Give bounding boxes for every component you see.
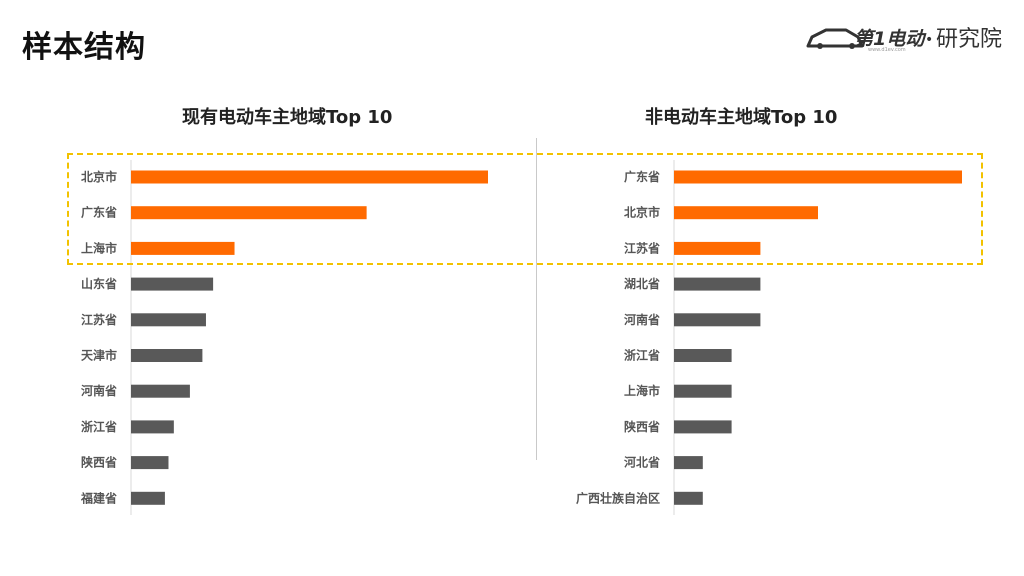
category-label: 上海市 xyxy=(81,240,117,255)
chart-title-non-owners: 非电动车主地域Top 10 xyxy=(645,107,838,128)
category-label: 山东省 xyxy=(81,276,117,291)
bar xyxy=(674,491,703,505)
logo-suffix: 研究院 xyxy=(936,27,1002,52)
bar xyxy=(131,456,169,470)
category-label: 河南省 xyxy=(623,312,660,327)
logo-dot: • xyxy=(925,32,933,48)
category-label: 江苏省 xyxy=(81,312,117,327)
bar xyxy=(674,170,962,184)
bar xyxy=(131,206,367,220)
category-label: 北京市 xyxy=(81,169,117,184)
category-label: 湖北省 xyxy=(624,276,660,291)
category-label: 江苏省 xyxy=(624,240,660,255)
bar xyxy=(131,277,214,291)
logo-brand-text: 第1电动 xyxy=(854,28,927,50)
category-label: 浙江省 xyxy=(624,348,660,363)
category-label: 北京市 xyxy=(624,205,660,220)
car-logo-icon: 第1电动 www.d1ev.com • 研究院 xyxy=(806,27,1002,53)
bar xyxy=(674,277,761,291)
bar xyxy=(131,241,235,255)
bar xyxy=(674,206,818,220)
category-label: 广东省 xyxy=(81,205,117,220)
chart-divider xyxy=(536,138,537,460)
bar xyxy=(674,241,761,255)
category-label: 广西壮族自治区 xyxy=(576,490,660,505)
category-label: 上海市 xyxy=(624,383,660,398)
bar xyxy=(131,491,165,505)
category-label: 陕西省 xyxy=(81,455,117,470)
bar xyxy=(674,456,703,470)
bar xyxy=(674,420,732,434)
brand-logo: 第1电动 www.d1ev.com • 研究院 xyxy=(806,20,1011,54)
bar xyxy=(131,313,206,327)
bar xyxy=(131,170,488,184)
bar xyxy=(131,349,203,362)
bar xyxy=(131,384,190,398)
category-label: 陕西省 xyxy=(624,419,660,434)
logo-url: www.d1ev.com xyxy=(868,47,906,53)
bar xyxy=(131,420,174,434)
category-label: 广东省 xyxy=(624,169,660,184)
top3-highlight-frame xyxy=(67,153,983,265)
category-label: 河北省 xyxy=(623,455,660,470)
bar xyxy=(674,349,732,362)
category-label: 天津市 xyxy=(81,348,117,363)
category-label: 浙江省 xyxy=(81,419,117,434)
chart-title-owners: 现有电动车主地域Top 10 xyxy=(182,107,393,128)
bar xyxy=(674,384,732,398)
category-label: 福建省 xyxy=(80,490,117,505)
bar xyxy=(674,313,761,327)
page-title: 样本结构 xyxy=(22,30,146,65)
category-label: 河南省 xyxy=(80,383,117,398)
